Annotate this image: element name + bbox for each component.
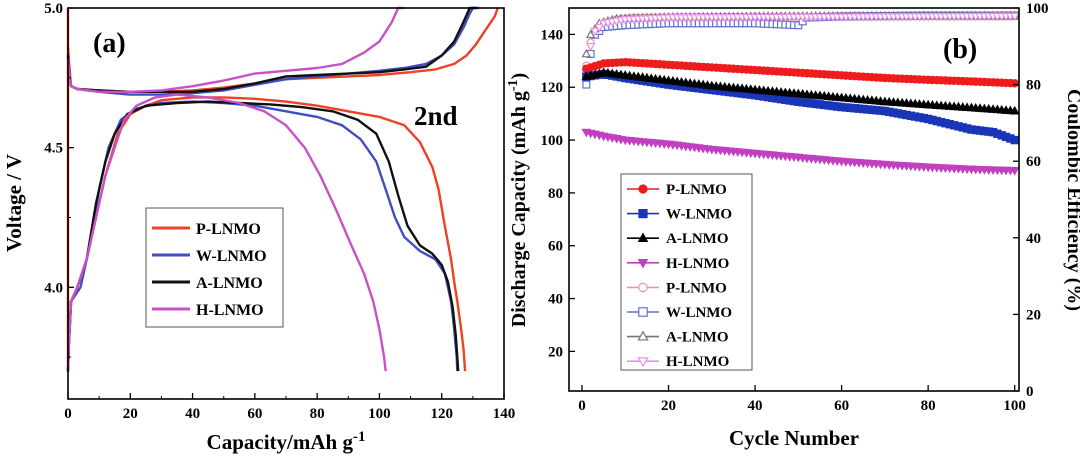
x-tick-label: 80	[921, 398, 936, 414]
x-tick-label: 140	[493, 406, 516, 422]
y-tick-label: 4.0	[44, 280, 63, 296]
panel-a-plot-frame	[67, 7, 505, 400]
curve-w-lnmo-charge	[66, 6, 480, 96]
x-tick-label: 120	[430, 406, 453, 422]
panel-b-y2-axis-label: Coulombic Efficiency (%)	[1063, 89, 1080, 311]
legend-label-p-lnmo-efficiency: P-LNMO	[666, 280, 727, 296]
legend-marker-h-lnmo-capacity	[637, 259, 649, 269]
panel-a-x-axis-label: Capacity/mAh g-1	[207, 429, 366, 454]
y2-tick-label: 60	[1026, 154, 1041, 170]
panel-a-curves	[66, 6, 499, 373]
y-tick-label: 80	[548, 186, 563, 202]
capacity-point-w-lnmo	[1010, 135, 1019, 145]
curve-a-lnmo-charge	[66, 6, 476, 94]
legend-marker-w-lnmo-efficiency	[638, 307, 648, 317]
panel-b-markers	[581, 10, 1020, 176]
y2-tick-label: 80	[1026, 78, 1041, 94]
x-tick-label: 60	[247, 406, 262, 422]
panel-b-cycling-chart: 0 20 40 60 80 100 20 40 60 80 100 120 140 0 20 40 60 80 10…	[506, 1, 1080, 450]
panel-b-plot-frame	[568, 7, 1020, 392]
legend-marker-a-lnmo-capacity	[637, 232, 649, 242]
curve-h-lnmo-discharge	[66, 93, 387, 372]
legend-label-a-lnmo-capacity: A-LNMO	[666, 231, 729, 247]
y-tick-label: 60	[548, 239, 563, 255]
legend-marker-p-lnmo-efficiency	[638, 282, 648, 293]
panel-b-x-axis-label: Cycle Number	[729, 426, 859, 450]
efficiency-point-h-lnmo	[590, 27, 600, 37]
curve-a-lnmo-discharge	[66, 100, 460, 372]
legend-label-h-lnmo-efficiency: H-LNMO	[666, 354, 729, 370]
efficiency-point-w-lnmo	[582, 80, 591, 89]
panel-a-label: (a)	[93, 28, 126, 59]
x-tick-label: 100	[1003, 398, 1026, 414]
legend-label-w-lnmo-efficiency: W-LNMO	[666, 305, 732, 321]
legend-marker-w-lnmo-capacity	[638, 208, 648, 219]
legend-marker-p-lnmo-capacity	[638, 184, 648, 194]
panel-a-y-axis-label: Voltage / V	[2, 154, 26, 252]
capacity-point-h-lnmo	[1009, 167, 1020, 176]
efficiency-point-h-lnmo	[1009, 12, 1020, 22]
capacity-point-a-lnmo	[1009, 105, 1020, 115]
x-tick-label: 20	[661, 398, 676, 414]
y-tick-label: 120	[541, 80, 564, 96]
legend-label-p-lnmo-capacity: P-LNMO	[666, 182, 727, 198]
efficiency-point-a-lnmo	[581, 48, 592, 58]
y-tick-label: 20	[548, 344, 563, 360]
x-tick-label: 0	[578, 398, 586, 414]
legend-marker-a-lnmo-efficiency	[637, 330, 649, 341]
legend-label-a-lnmo: A-LNMO	[196, 275, 263, 292]
y-tick-label: 100	[541, 133, 564, 149]
y2-tick-label: 0	[1026, 384, 1034, 400]
efficiency-point-h-lnmo	[594, 23, 605, 33]
panel-a-annotation-2nd: 2nd	[414, 101, 458, 131]
legend-label-w-lnmo-capacity: W-LNMO	[666, 207, 732, 223]
x-tick-label: 40	[748, 398, 763, 414]
panel-b-y-axis-label: Discharge Capacity (mAh g-1)	[506, 73, 530, 327]
y-tick-label: 40	[548, 292, 563, 308]
panel-a-ticks: 0 20 40 60 80 100 120 140 4.0 4.5 5.0	[44, 1, 515, 422]
x-tick-label: 0	[64, 406, 72, 422]
curve-h-lnmo-charge	[66, 6, 405, 94]
y2-tick-label: 100	[1026, 1, 1049, 17]
efficiency-point-h-lnmo	[585, 42, 596, 52]
capacity-point-p-lnmo	[1010, 79, 1019, 88]
legend-label-a-lnmo-efficiency: A-LNMO	[666, 330, 729, 346]
panel-a-voltage-capacity-chart: 0 20 40 60 80 100 120 140 4.0 4.5 5.0 (a) 2nd P-LN…	[2, 1, 515, 454]
panel-b-ticks: 0 20 40 60 80 100 20 40 60 80 100 120 140 0 20 40 60 80 10…	[541, 1, 1049, 414]
x-tick-label: 40	[185, 406, 200, 422]
panel-a-legend: P-LNMO W-LNMO A-LNMO H-LNMO	[145, 207, 284, 328]
efficiency-point-a-lnmo	[585, 29, 596, 39]
panel-b-legend: P-LNMO W-LNMO A-LNMO H-LNMO P-LNMO W-LNMO A-LN…	[620, 173, 753, 371]
y-tick-label: 4.5	[44, 141, 63, 157]
x-tick-label: 100	[368, 406, 391, 422]
y2-tick-label: 20	[1026, 307, 1041, 323]
y-tick-label: 5.0	[44, 1, 63, 17]
x-tick-label: 80	[310, 406, 325, 422]
legend-label-h-lnmo: H-LNMO	[196, 302, 264, 319]
x-tick-label: 20	[123, 406, 138, 422]
legend-label-w-lnmo: W-LNMO	[196, 248, 267, 265]
y2-tick-label: 40	[1026, 231, 1041, 247]
legend-label-h-lnmo-capacity: H-LNMO	[666, 256, 729, 272]
panel-b-label: (b)	[943, 34, 977, 65]
y-tick-label: 140	[541, 27, 564, 43]
x-tick-label: 60	[834, 398, 849, 414]
legend-marker-h-lnmo-efficiency	[637, 357, 649, 368]
legend-label-p-lnmo: P-LNMO	[196, 221, 261, 238]
